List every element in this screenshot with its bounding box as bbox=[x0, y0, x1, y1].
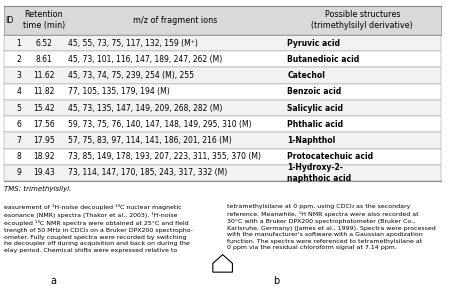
Text: b: b bbox=[273, 276, 279, 286]
Text: Phthalic acid: Phthalic acid bbox=[287, 120, 343, 129]
FancyBboxPatch shape bbox=[4, 165, 441, 181]
Text: 73, 114, 147, 170, 185, 243, 317, 332 (M): 73, 114, 147, 170, 185, 243, 317, 332 (M… bbox=[68, 168, 227, 178]
Text: 6: 6 bbox=[16, 120, 21, 129]
Text: Protocatechuic acid: Protocatechuic acid bbox=[287, 152, 374, 161]
Text: 73, 85, 149, 178, 193, 207, 223, 311, 355, 370 (M): 73, 85, 149, 178, 193, 207, 223, 311, 35… bbox=[68, 152, 261, 161]
Text: 77, 105, 135, 179, 194 (M): 77, 105, 135, 179, 194 (M) bbox=[68, 87, 170, 96]
Text: Retention
time (min): Retention time (min) bbox=[23, 11, 65, 30]
Text: Salicylic acid: Salicylic acid bbox=[287, 104, 343, 112]
Text: 7: 7 bbox=[16, 136, 21, 145]
Text: ID: ID bbox=[5, 16, 14, 25]
Text: 9: 9 bbox=[16, 168, 21, 178]
Text: Pyruvic acid: Pyruvic acid bbox=[287, 39, 340, 48]
Text: 57, 75, 83, 97, 114, 141, 186, 201, 216 (M): 57, 75, 83, 97, 114, 141, 186, 201, 216 … bbox=[68, 136, 231, 145]
Text: 45, 73, 74, 75, 239, 254 (M), 255: 45, 73, 74, 75, 239, 254 (M), 255 bbox=[68, 71, 194, 80]
FancyBboxPatch shape bbox=[4, 67, 441, 84]
Text: 6.52: 6.52 bbox=[35, 39, 52, 48]
Text: 11.62: 11.62 bbox=[33, 71, 55, 80]
FancyBboxPatch shape bbox=[4, 6, 441, 35]
Text: 45, 73, 135, 147, 149, 209, 268, 282 (M): 45, 73, 135, 147, 149, 209, 268, 282 (M) bbox=[68, 104, 222, 112]
Text: 1-Naphthol: 1-Naphthol bbox=[287, 136, 336, 145]
Text: 45, 73, 101, 116, 147, 189, 247, 262 (M): 45, 73, 101, 116, 147, 189, 247, 262 (M) bbox=[68, 55, 222, 64]
Text: 19.43: 19.43 bbox=[33, 168, 55, 178]
FancyBboxPatch shape bbox=[4, 116, 441, 132]
Text: 1: 1 bbox=[16, 39, 21, 48]
Text: 11.82: 11.82 bbox=[33, 87, 55, 96]
Text: easurement of ¹H-noise decoupled ¹³C nuclear magnetic
esonance (NMR) spectra (Th: easurement of ¹H-noise decoupled ¹³C nuc… bbox=[4, 204, 193, 253]
Text: Possible structures
(trimethylsilyl derivative): Possible structures (trimethylsilyl deri… bbox=[311, 11, 413, 30]
Text: tetramethylsilane at 0 ppm, using CDCl₃ as the secondary
reference. Meanwhile, ¹: tetramethylsilane at 0 ppm, using CDCl₃ … bbox=[227, 204, 436, 251]
FancyBboxPatch shape bbox=[4, 35, 441, 51]
Text: 45, 55, 73, 75, 117, 132, 159 (M⁺): 45, 55, 73, 75, 117, 132, 159 (M⁺) bbox=[68, 39, 198, 48]
FancyBboxPatch shape bbox=[4, 84, 441, 100]
Text: 17.56: 17.56 bbox=[33, 120, 55, 129]
Text: Butanedioic acid: Butanedioic acid bbox=[287, 55, 359, 64]
Text: 8: 8 bbox=[16, 152, 21, 161]
Text: 59, 73, 75, 76, 140, 147, 148, 149, 295, 310 (M): 59, 73, 75, 76, 140, 147, 148, 149, 295,… bbox=[68, 120, 251, 129]
Text: Catechol: Catechol bbox=[287, 71, 325, 80]
Text: m/z of fragment ions: m/z of fragment ions bbox=[133, 16, 217, 25]
Text: 3: 3 bbox=[16, 71, 21, 80]
FancyBboxPatch shape bbox=[4, 149, 441, 165]
Text: a: a bbox=[50, 276, 56, 286]
FancyBboxPatch shape bbox=[4, 132, 441, 149]
Text: 2: 2 bbox=[16, 55, 21, 64]
Text: 15.42: 15.42 bbox=[33, 104, 55, 112]
Text: 5: 5 bbox=[16, 104, 21, 112]
Text: 17.95: 17.95 bbox=[33, 136, 55, 145]
Text: 1-Hydroxy-2-
naphthoic acid: 1-Hydroxy-2- naphthoic acid bbox=[287, 163, 351, 182]
Text: 18.92: 18.92 bbox=[33, 152, 55, 161]
Text: 8.61: 8.61 bbox=[36, 55, 52, 64]
FancyBboxPatch shape bbox=[4, 51, 441, 67]
Text: 4: 4 bbox=[16, 87, 21, 96]
Text: Benzoic acid: Benzoic acid bbox=[287, 87, 342, 96]
FancyBboxPatch shape bbox=[4, 100, 441, 116]
Text: TMS: trimethylsilyl.: TMS: trimethylsilyl. bbox=[4, 185, 72, 192]
